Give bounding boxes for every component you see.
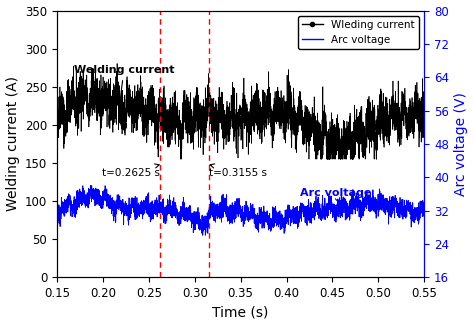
Text: Welding current: Welding current <box>73 65 174 102</box>
Wleding current <box>211 124 217 128</box>
Wleding current <box>209 127 214 131</box>
Text: t=0.2625 s: t=0.2625 s <box>102 164 160 178</box>
X-axis label: Time (s): Time (s) <box>212 306 269 319</box>
Wleding current <box>178 157 183 161</box>
Wleding current <box>229 95 235 99</box>
Wleding current <box>392 116 398 120</box>
Arc voltage <box>200 233 206 237</box>
Line: Arc voltage: Arc voltage <box>57 186 424 235</box>
Arc voltage <box>321 210 327 214</box>
Arc voltage <box>410 216 416 220</box>
Wleding current <box>54 110 60 113</box>
Wleding current <box>421 108 427 111</box>
Line: Wleding current: Wleding current <box>57 64 424 159</box>
Arc voltage <box>392 204 398 208</box>
Arc voltage <box>209 211 214 215</box>
Arc voltage <box>80 184 86 188</box>
Wleding current <box>410 132 416 136</box>
Arc voltage <box>54 213 60 217</box>
Text: t=0.3155 s: t=0.3155 s <box>210 164 267 178</box>
Y-axis label: Welding current (A): Welding current (A) <box>6 76 19 211</box>
Text: Arc voltage: Arc voltage <box>300 188 372 203</box>
Arc voltage <box>421 202 427 206</box>
Arc voltage <box>229 209 235 213</box>
Wleding current <box>321 137 327 141</box>
Y-axis label: Arc voltage (V): Arc voltage (V) <box>455 92 468 196</box>
Arc voltage <box>211 208 217 212</box>
Wleding current <box>114 62 120 66</box>
Legend: Wleding current, Arc voltage: Wleding current, Arc voltage <box>298 16 419 49</box>
